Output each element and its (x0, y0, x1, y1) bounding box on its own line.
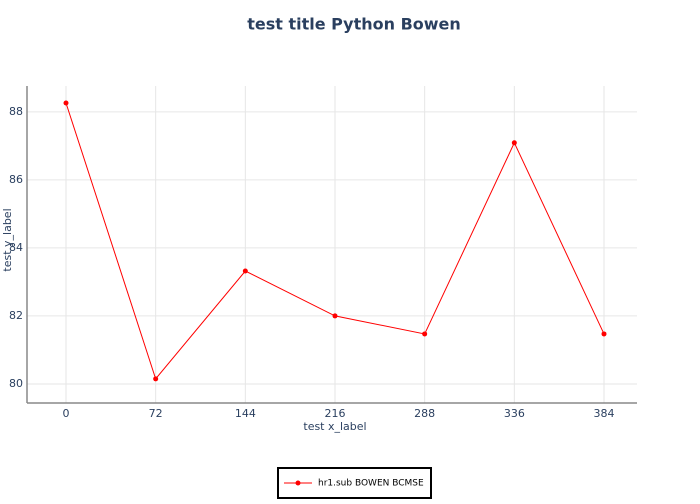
point (153, 376, 159, 382)
y-axis-label: test y_label (1, 208, 14, 271)
y-tick-label: 82 (9, 309, 23, 322)
x-tick-label: 336 (504, 407, 525, 420)
point (601, 331, 607, 337)
point (242, 268, 248, 274)
x-tick-label: 0 (63, 407, 70, 420)
legend-label: hr1.sub BOWEN BCMSE (318, 479, 424, 489)
y-tick-label: 86 (9, 173, 23, 186)
point (511, 140, 517, 146)
y-tick-label: 80 (9, 377, 23, 390)
point (63, 100, 69, 106)
x-tick-label: 384 (594, 407, 615, 420)
x-tick-label: 72 (149, 407, 163, 420)
point (422, 331, 428, 337)
y-tick-label: 84 (9, 241, 23, 254)
x-tick-label: 288 (414, 407, 435, 420)
point (332, 313, 338, 319)
x-tick-label: 144 (235, 407, 256, 420)
legend-marker (295, 480, 301, 486)
chart-title: test title Python Bowen (247, 15, 461, 34)
x-tick-label: 216 (325, 407, 346, 420)
y-tick-label: 88 (9, 105, 23, 118)
x-axis-label: test x_label (303, 420, 366, 433)
